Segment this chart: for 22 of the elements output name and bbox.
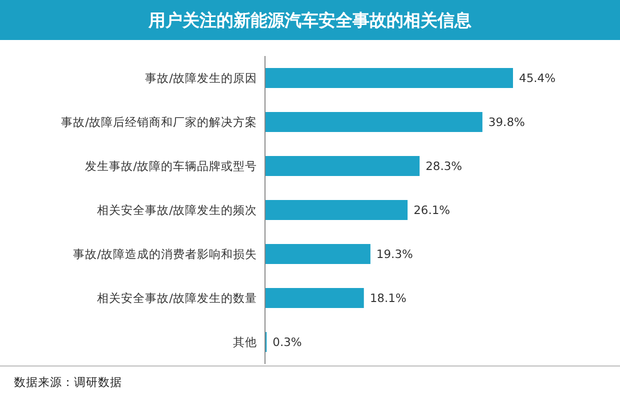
bar — [265, 200, 408, 220]
bar — [265, 112, 482, 132]
data-label: 26.1% — [414, 203, 450, 217]
y-tick-label: 其他 — [233, 335, 257, 349]
source-note: 数据来源：调研数据 — [14, 375, 122, 389]
y-tick-label: 发生事故/故障的车辆品牌或型号 — [85, 159, 257, 173]
bar — [265, 244, 370, 264]
data-label: 28.3% — [426, 159, 462, 173]
y-tick-label: 事故/故障后经销商和厂家的解决方案 — [61, 115, 257, 129]
y-tick-label: 事故/故障造成的消费者影响和损失 — [73, 247, 257, 261]
bar — [265, 156, 420, 176]
y-tick-label: 事故/故障发生的原因 — [145, 71, 257, 85]
data-label: 18.1% — [370, 291, 406, 305]
y-tick-label: 相关安全事故/故障发生的频次 — [97, 203, 257, 217]
data-label: 0.3% — [272, 335, 302, 349]
data-label: 45.4% — [519, 71, 556, 85]
y-tick-label: 相关安全事故/故障发生的数量 — [97, 291, 257, 305]
chart-title: 用户关注的新能源汽车安全事故的相关信息 — [148, 11, 472, 31]
data-label: 39.8% — [488, 115, 526, 129]
bar — [265, 68, 513, 88]
data-label: 19.3% — [376, 247, 414, 261]
bar — [265, 288, 364, 308]
